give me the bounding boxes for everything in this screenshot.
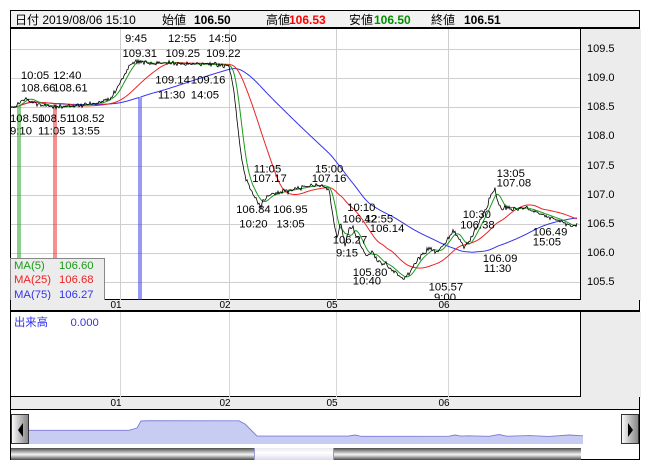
svg-text:10:40: 10:40 [353,275,381,287]
svg-text:9:10: 9:10 [11,125,32,137]
svg-text:108.52: 108.52 [70,113,105,125]
svg-text:15:05: 15:05 [533,236,561,248]
svg-text:10:05: 10:05 [21,70,49,82]
svg-text:13:55: 13:55 [72,125,100,137]
svg-text:9:15: 9:15 [336,247,358,259]
svg-text:10:10: 10:10 [347,202,375,214]
svg-text:10:20: 10:20 [239,218,267,230]
svg-text:106.84: 106.84 [236,204,271,216]
svg-text:12:55: 12:55 [168,33,196,45]
svg-text:107.17: 107.17 [252,173,287,185]
svg-text:13:05: 13:05 [276,218,304,230]
svg-text:12:40: 12:40 [53,70,81,82]
svg-text:109.25: 109.25 [166,48,201,60]
svg-text:109.31: 109.31 [123,48,158,60]
svg-text:108.66: 108.66 [21,83,56,95]
svg-text:106.14: 106.14 [370,223,405,235]
svg-text:11:05: 11:05 [38,125,65,137]
svg-text:11:30: 11:30 [484,263,511,275]
svg-text:109.14: 109.14 [155,75,190,87]
svg-text:14:05: 14:05 [191,90,219,102]
svg-text:106.95: 106.95 [273,204,308,216]
svg-text:106.27: 106.27 [333,234,368,246]
svg-text:107.08: 107.08 [497,178,532,190]
svg-text:11:30: 11:30 [158,90,185,102]
svg-text:106.38: 106.38 [460,219,495,231]
svg-text:109.16: 109.16 [191,75,226,87]
svg-text:9:45: 9:45 [125,33,147,45]
svg-text:108.61: 108.61 [53,83,88,95]
svg-text:107.16: 107.16 [312,173,347,185]
svg-text:108.51: 108.51 [38,113,73,125]
svg-text:14:50: 14:50 [209,33,237,45]
svg-text:109.22: 109.22 [206,48,241,60]
